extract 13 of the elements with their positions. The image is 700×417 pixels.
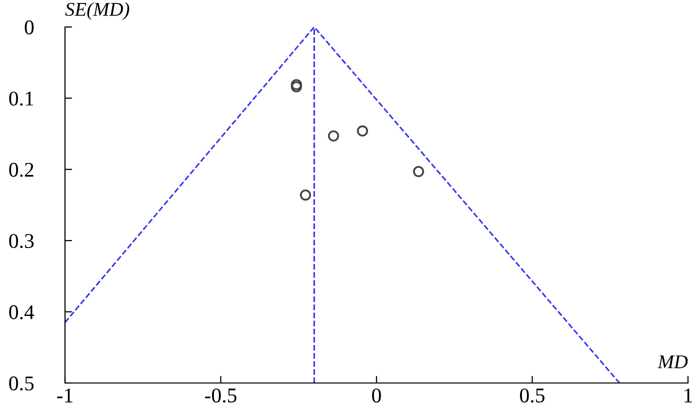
x-tick-label: 0.5 xyxy=(520,388,544,403)
y-tick-label: 0 xyxy=(24,20,34,34)
y-axis-title: SE(MD) xyxy=(65,2,130,20)
x-tick-label: 0 xyxy=(372,388,381,403)
y-tick-label: 0.2 xyxy=(9,162,34,177)
y-tick-label: 0.4 xyxy=(9,305,34,320)
y-tick-label: 0.1 xyxy=(9,92,34,106)
x-tick-label: -0.5 xyxy=(205,388,236,403)
y-tick-label: 0.5 xyxy=(9,376,34,391)
x-axis-title: MD xyxy=(658,355,688,368)
y-tick-label: 0.3 xyxy=(9,234,34,248)
x-tick-label: -1 xyxy=(57,388,72,402)
x-tick-label: 1 xyxy=(684,388,692,402)
